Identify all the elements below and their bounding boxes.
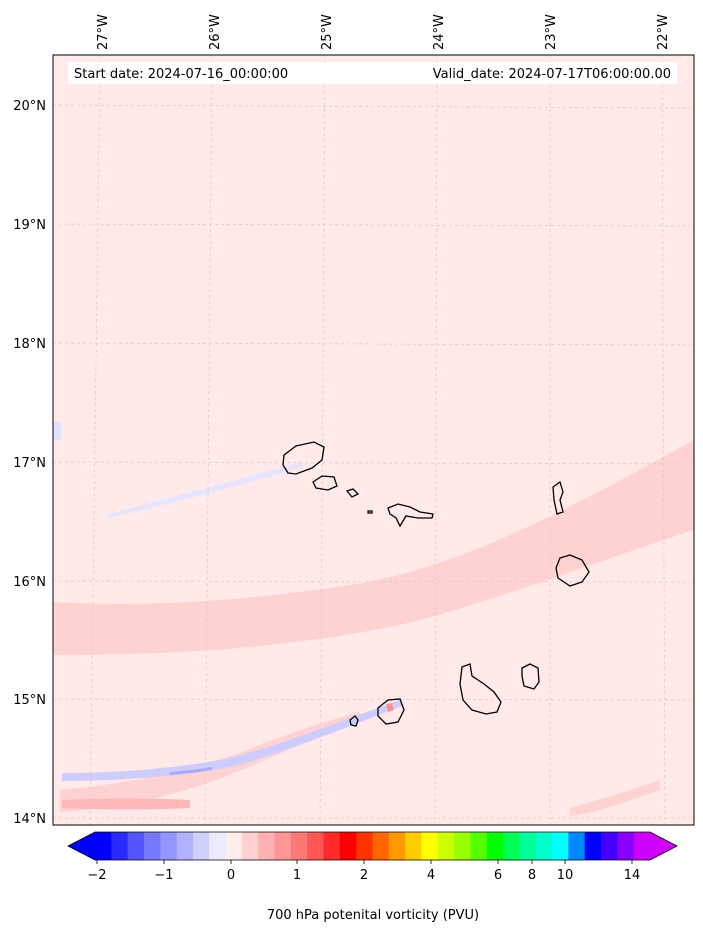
colorbar-segment (323, 832, 341, 860)
colorbar-segment (209, 832, 226, 860)
lat-label: 16°N (13, 575, 46, 590)
colorbar-segment (356, 832, 373, 860)
colorbar-segment (633, 832, 651, 860)
colorbar-segment (568, 832, 586, 860)
lat-label: 18°N (13, 337, 46, 352)
colorbar-frame (67, 831, 678, 861)
pv-band-main (53, 440, 694, 655)
colorbar (67, 831, 678, 861)
colorbar-segment (307, 832, 324, 860)
island-santo-antao (282, 441, 325, 475)
colorbar-tick-label: 6 (494, 868, 502, 883)
fogo-positive-spot (386, 703, 394, 712)
map-panel (53, 55, 694, 825)
colorbar-tick-label: 2 (360, 868, 368, 883)
colorbar-tick-label: 0 (227, 868, 235, 883)
colorbar-segment (111, 832, 129, 860)
island-fogo (377, 698, 405, 725)
map-frame (52, 54, 695, 826)
island-boa-vista (555, 554, 590, 587)
colorbar-tick-label: 8 (528, 868, 536, 883)
island-sao-vicente (312, 475, 338, 491)
island-sao-nicolau (387, 503, 434, 528)
start-date-text: Start date: 2024-07-16_00:00:00 (74, 67, 288, 82)
colorbar-tick-label: 10 (557, 868, 574, 883)
colorbar-segment (127, 832, 145, 860)
colorbar-segment (535, 832, 553, 860)
colorbar-segment (552, 832, 569, 860)
lat-label: 20°N (13, 99, 46, 114)
colorbar-over-extension (650, 832, 677, 860)
lat-label: 17°N (13, 456, 46, 471)
lon-label: 23°W (544, 14, 559, 50)
colorbar-segment (388, 832, 406, 860)
pv-band-lower (60, 712, 360, 812)
colorbar-segment (421, 832, 439, 860)
colorbar-segment (176, 832, 194, 860)
colorbar-tick-label: 4 (427, 868, 435, 883)
colorbar-segment (486, 832, 504, 860)
lat-label: 14°N (13, 812, 46, 827)
colorbar-segment (437, 832, 455, 860)
lon-label: 25°W (320, 14, 335, 50)
colorbar-segment (241, 832, 259, 860)
colorbar-segment (95, 832, 112, 860)
colorbar-segment (192, 832, 210, 860)
colorbar-ticks: −2 −1 0 1 2 4 6 8 10 14 (87, 860, 640, 883)
island-maio (521, 663, 540, 690)
longitude-labels: 27°W 26°W 25°W 24°W 23°W 22°W (96, 14, 671, 50)
colorbar-segment (503, 832, 520, 860)
colorbar-segment (339, 832, 357, 860)
colorbar-segment (258, 832, 275, 860)
pv-background-field (53, 55, 694, 825)
colorbar-segment (601, 832, 618, 860)
colorbar-segment (225, 832, 243, 860)
pv-negative-streak-north (105, 462, 302, 518)
colorbar-segment (274, 832, 292, 860)
colorbar-segment (405, 832, 422, 860)
island-santiago (459, 663, 502, 715)
valid-date-text: Valid_date: 2024-07-17T06:00:00.00 (433, 67, 671, 82)
lon-label: 26°W (208, 14, 223, 50)
colorbar-segment (143, 832, 161, 860)
colorbar-segment (454, 832, 471, 860)
colorbar-segment (519, 832, 537, 860)
pv-band-southeast (570, 780, 660, 816)
colorbar-segment (617, 832, 635, 860)
colorbar-segment (372, 832, 390, 860)
colorbar-segment (160, 832, 178, 860)
colorbar-tick-label: −1 (154, 868, 173, 883)
island-sal (552, 480, 564, 515)
colorbar-segment (470, 832, 488, 860)
lon-label: 24°W (432, 14, 447, 50)
latitude-labels: 20°N 19°N 18°N 17°N 16°N 15°N 14°N (13, 99, 46, 827)
colorbar-tick-label: 1 (293, 868, 301, 883)
island-branco (367, 510, 373, 514)
lat-label: 19°N (13, 218, 46, 233)
lon-label: 27°W (96, 14, 111, 50)
colorbar-tick-label: −2 (87, 868, 106, 883)
pv-negative-core (170, 767, 212, 775)
info-box (68, 62, 677, 84)
lat-label: 15°N (13, 693, 46, 708)
colorbar-tick-label: 14 (624, 868, 641, 883)
lon-label: 22°W (656, 14, 671, 50)
colorbar-under-extension (68, 832, 95, 860)
coastlines (282, 441, 590, 727)
pv-band-lower-2 (62, 798, 190, 810)
colorbar-segment (290, 832, 308, 860)
gridlines (52, 54, 695, 826)
colorbar-title: 700 hPa potenital vorticity (PVU) (267, 908, 479, 923)
island-santa-luzia (345, 488, 360, 498)
pv-negative-edge (53, 422, 61, 440)
colorbar-segment (584, 832, 602, 860)
pv-negative-streak-south (62, 700, 402, 781)
island-brava (349, 715, 359, 727)
